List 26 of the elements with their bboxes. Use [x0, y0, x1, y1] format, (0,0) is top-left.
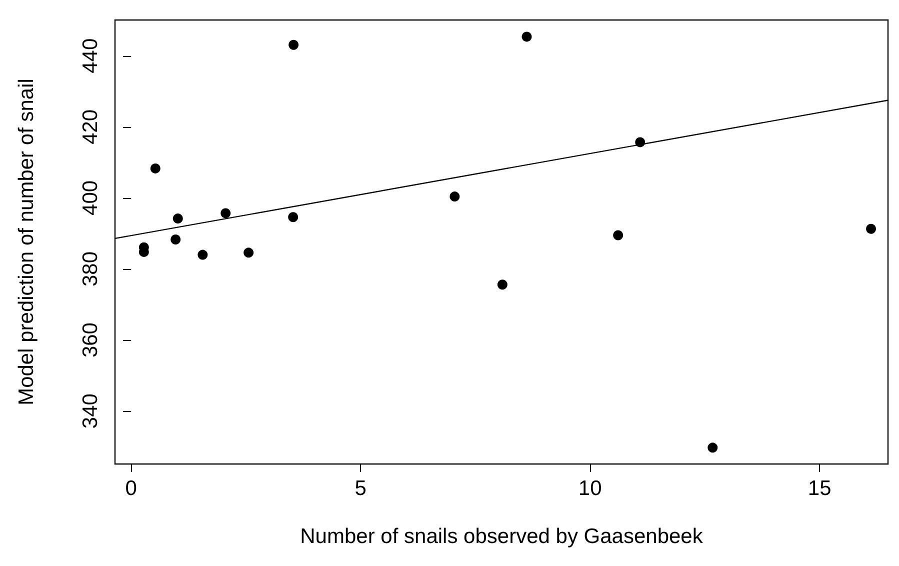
point [613, 230, 624, 240]
point [198, 250, 208, 260]
point [150, 163, 160, 174]
y-tick-label: 440 [79, 38, 102, 74]
point [288, 212, 298, 222]
y-tick-label: 340 [79, 394, 102, 429]
y-tick-label: 400 [79, 180, 102, 216]
point [497, 280, 508, 290]
point [170, 234, 181, 245]
x-axis-title: Number of snails observed by Gaasenbeek [300, 525, 704, 548]
y-tick-label: 360 [79, 322, 102, 358]
y-tick-label: 420 [79, 109, 102, 144]
y-axis-title: Model prediction of number of snail [15, 78, 38, 406]
x-tick-label: 15 [808, 477, 832, 500]
x-tick-label: 0 [125, 477, 137, 500]
point [172, 214, 183, 224]
x-tick-label: 5 [354, 477, 366, 500]
point [220, 208, 231, 218]
x-tick-label: 10 [578, 477, 602, 500]
point [288, 40, 299, 50]
point [522, 32, 532, 42]
point [450, 192, 460, 202]
point [244, 248, 254, 258]
point [708, 442, 718, 453]
point [866, 224, 876, 234]
y-tick-label: 380 [79, 251, 102, 287]
